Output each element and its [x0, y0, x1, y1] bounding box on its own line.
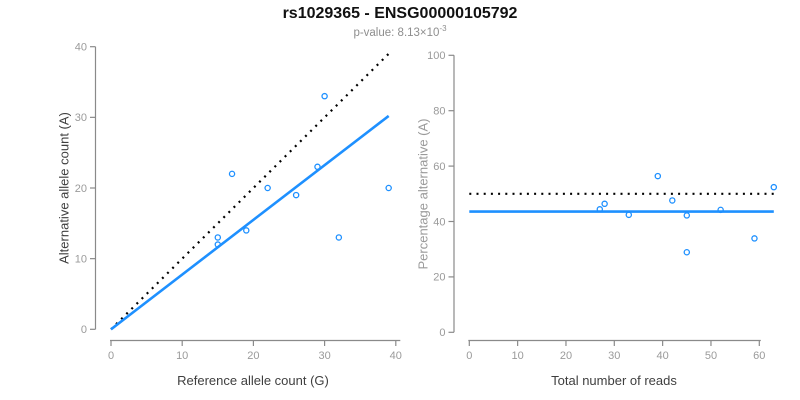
data-point [625, 211, 633, 219]
x-tick-label: 30 [608, 350, 620, 362]
y-tick-label: 10 [75, 253, 87, 265]
left-plot-yaxis-title: Alternative allele count (A) [56, 112, 72, 264]
data-point [385, 184, 392, 192]
pvalue-base: 8.13×10 [397, 26, 440, 39]
y-tick-label: 20 [75, 183, 87, 195]
x-tick-label: 0 [466, 350, 472, 362]
data-point [683, 212, 691, 219]
y-tick-label: 80 [433, 106, 445, 118]
pvalue-prefix: p-value: [353, 26, 398, 39]
data-point [669, 197, 676, 204]
data-point [751, 235, 758, 242]
x-tick-label: 10 [512, 350, 524, 362]
data-point [596, 206, 604, 213]
data-point [683, 248, 691, 256]
figure-subtitle: p-value: 8.13×10-3 [353, 24, 446, 39]
data-point [654, 172, 662, 180]
data-point [243, 227, 250, 234]
x-tick-label: 40 [390, 350, 402, 362]
x-tick-label: 20 [560, 350, 572, 362]
data-point [264, 184, 271, 192]
data-point [292, 191, 300, 199]
x-tick-label: 10 [176, 350, 188, 362]
data-point [335, 234, 343, 241]
x-tick-label: 20 [247, 350, 259, 362]
x-tick-label: 30 [318, 350, 330, 362]
y-tick-label: 40 [75, 42, 87, 54]
left-plot-xaxis-title: Reference allele count (G) [177, 373, 329, 388]
x-tick-label: 50 [705, 350, 717, 362]
figure-title: rs1029365 - ENSG00000105792 [282, 5, 518, 22]
data-point [601, 200, 608, 208]
data-point [314, 163, 321, 171]
y-tick-label: 60 [433, 161, 445, 173]
pvalue-exponent: -3 [439, 24, 447, 33]
data-point [717, 206, 724, 214]
right-scatter-plot: 0 10 20 30 40 50 60 0 20 40 60 80 100 [427, 50, 778, 362]
y-tick-label: 0 [81, 324, 87, 336]
identity-line [110, 52, 390, 331]
y-tick-label: 20 [433, 272, 445, 284]
data-point [770, 183, 778, 191]
right-plot-xaxis-title: Total number of reads [551, 373, 677, 388]
y-tick-label: 30 [75, 112, 87, 124]
right-plot-yaxis-title: Percentage alternative (A) [415, 118, 431, 270]
data-point [228, 170, 236, 178]
data-point [214, 234, 222, 241]
data-point [321, 92, 328, 100]
x-tick-label: 60 [753, 350, 765, 362]
x-tick-label: 0 [108, 350, 114, 362]
data-point [214, 241, 222, 248]
x-tick-label: 40 [657, 350, 669, 362]
left-scatter-plot: 0 10 20 30 40 0 10 20 30 40 [75, 42, 402, 363]
y-tick-label: 40 [433, 216, 445, 228]
regression-line [110, 114, 390, 331]
y-tick-label: 100 [427, 50, 445, 62]
y-tick-label: 0 [439, 327, 445, 339]
